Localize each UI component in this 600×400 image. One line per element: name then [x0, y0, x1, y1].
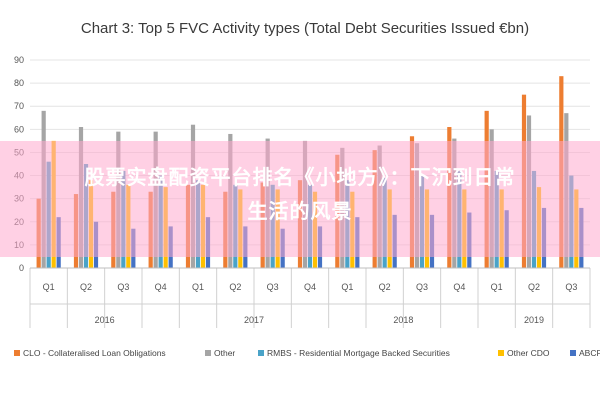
- year-label: 2019: [524, 315, 544, 325]
- legend-swatch: [14, 350, 20, 356]
- legend-label: ABCP: [579, 348, 600, 358]
- legend: CLO - Collateralised Loan Obligations Oth…: [14, 348, 600, 358]
- x-tick-label: Q4: [453, 282, 465, 292]
- legend-label: Other CDO: [507, 348, 550, 358]
- x-tick-label: Q1: [491, 282, 503, 292]
- x-tick-label: Q2: [379, 282, 391, 292]
- x-tick-label: Q1: [192, 282, 204, 292]
- legend-label: CLO - Collateralised Loan Obligations: [23, 348, 166, 358]
- legend-swatch: [258, 350, 264, 356]
- legend-swatch: [570, 350, 576, 356]
- x-tick-label: Q3: [416, 282, 428, 292]
- x-tick-label: Q2: [528, 282, 540, 292]
- legend-label: RMBS - Residential Mortgage Backed Secur…: [267, 348, 450, 358]
- year-label: 2017: [244, 315, 264, 325]
- x-tick-label: Q1: [43, 282, 55, 292]
- x-tick-label: Q1: [341, 282, 353, 292]
- x-tick-label: Q2: [80, 282, 92, 292]
- legend-label: Other: [214, 348, 235, 358]
- legend-swatch: [205, 350, 211, 356]
- x-tick-label: Q4: [155, 282, 167, 292]
- y-tick-label: 90: [14, 55, 24, 65]
- year-label: 2018: [393, 315, 413, 325]
- chart-title: Chart 3: Top 5 FVC Activity types (Total…: [81, 20, 529, 37]
- watermark-line-1: 股票实盘配资平台排名《小地方》：下沉到日常: [84, 165, 516, 189]
- watermark-text: 股票实盘配资平台排名《小地方》：下沉到日常 生活的风景: [0, 160, 600, 228]
- y-tick-label: 0: [19, 263, 24, 273]
- x-tick-label: Q4: [304, 282, 316, 292]
- x-tick-label: Q3: [117, 282, 129, 292]
- y-tick-label: 60: [14, 124, 24, 134]
- legend-swatch: [498, 350, 504, 356]
- x-tick-label: Q3: [267, 282, 279, 292]
- watermark-line-2: 生活的风景: [247, 199, 353, 223]
- x-tick-label: Q2: [229, 282, 241, 292]
- y-tick-label: 70: [14, 101, 24, 111]
- x-tick-label: Q3: [565, 282, 577, 292]
- watermark-banner: [0, 141, 600, 257]
- year-label: 2016: [95, 315, 115, 325]
- y-tick-label: 80: [14, 78, 24, 88]
